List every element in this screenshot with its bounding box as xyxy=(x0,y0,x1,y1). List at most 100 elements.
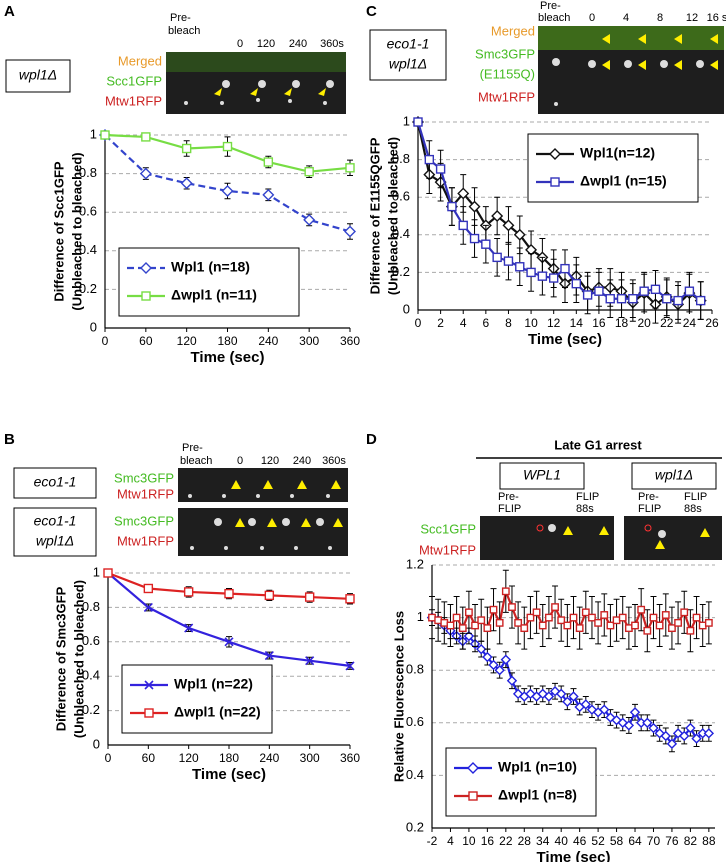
y-tick-label: 1 xyxy=(417,609,424,624)
time-label: Pre- xyxy=(170,12,191,24)
x-axis-label: Time (sec) xyxy=(537,849,611,862)
data-point xyxy=(643,626,652,635)
legend-marker xyxy=(550,177,560,187)
data-point xyxy=(143,602,153,612)
x-tick-label: 64 xyxy=(628,834,642,848)
x-tick-label: 300 xyxy=(299,334,319,348)
data-point xyxy=(685,722,696,734)
time-label: 0 xyxy=(589,12,595,24)
time-label: 360s xyxy=(322,455,346,467)
data-point xyxy=(649,613,658,622)
data-point xyxy=(668,624,676,633)
y-tick-label: 0.6 xyxy=(82,633,100,648)
time-label: 240 xyxy=(289,38,307,50)
arrows xyxy=(602,34,718,70)
panel-letter: A xyxy=(4,3,15,20)
x-tick-label: 28 xyxy=(518,834,532,848)
data-point xyxy=(575,624,584,633)
data-point xyxy=(666,738,678,750)
arrows xyxy=(214,88,326,96)
data-point xyxy=(413,117,423,127)
data-point xyxy=(458,220,468,231)
time-label: 360s xyxy=(320,38,344,50)
data-point xyxy=(695,295,706,306)
data-point xyxy=(704,618,713,627)
y-axis-label: (Unbleached to bleached) xyxy=(71,580,86,738)
data-point xyxy=(468,200,481,213)
data-point xyxy=(698,621,707,630)
y-tick-label: 0.2 xyxy=(392,264,410,279)
time-label: 120 xyxy=(257,38,275,50)
data-point xyxy=(483,624,492,633)
x-tick-label: 58 xyxy=(610,834,624,848)
data-point xyxy=(492,252,502,263)
data-point xyxy=(560,263,570,274)
x-tick-label: 10 xyxy=(462,834,476,848)
data-point xyxy=(655,621,664,630)
data-point xyxy=(642,717,653,728)
x-tick-label: 88 xyxy=(702,834,716,848)
x-tick-label: 180 xyxy=(217,334,237,348)
data-point xyxy=(580,699,591,710)
channel-label: Scc1GFP xyxy=(420,521,476,536)
legend-marker xyxy=(144,708,154,718)
data-point xyxy=(345,661,355,671)
x-tick-label: 4 xyxy=(460,316,467,330)
x-tick-label: 82 xyxy=(684,834,698,848)
channel-label: Merged xyxy=(491,23,535,38)
x-tick-label: 60 xyxy=(142,751,156,765)
condition-label: Pre- xyxy=(498,491,519,503)
x-tick-label: 12 xyxy=(547,316,561,330)
data-point xyxy=(434,616,443,625)
data-point xyxy=(476,643,487,655)
data-point xyxy=(345,594,355,604)
data-point xyxy=(183,587,194,597)
data-point xyxy=(100,130,110,140)
condition-label: Pre- xyxy=(638,491,659,503)
x-tick-label: 22 xyxy=(660,316,674,330)
y-tick-label: 1.2 xyxy=(406,556,424,571)
strain-label: eco1-1 xyxy=(34,513,77,529)
data-point xyxy=(501,587,510,596)
data-point xyxy=(304,592,315,602)
data-point xyxy=(463,630,475,642)
arrows xyxy=(563,526,710,549)
condition-label: FLIP xyxy=(684,491,707,503)
legend-marker xyxy=(144,680,154,690)
time-label: 120 xyxy=(261,455,279,467)
data-point xyxy=(446,621,455,630)
legend-marker xyxy=(549,148,561,160)
data-point xyxy=(103,568,113,578)
legend-box xyxy=(118,247,300,317)
data-point xyxy=(548,273,559,283)
channel-label: (E1155Q) xyxy=(480,66,535,81)
legend-marker xyxy=(141,291,151,301)
strain-label: eco1-1 xyxy=(34,474,77,490)
y-tick-label: 1 xyxy=(403,113,410,128)
data-point xyxy=(673,295,683,306)
y-axis-label: Difference of Scc1GFP xyxy=(51,161,66,301)
micrograph xyxy=(480,516,614,560)
x-tick-label: 2 xyxy=(437,316,444,330)
data-point xyxy=(616,294,627,304)
data-point xyxy=(506,675,518,686)
data-point xyxy=(684,286,695,296)
data-point xyxy=(264,590,275,601)
data-point xyxy=(477,616,486,625)
y-tick-label: 0.4 xyxy=(392,226,410,241)
strain-box xyxy=(499,462,585,490)
data-point xyxy=(594,618,603,627)
panel-letter: D xyxy=(366,431,377,448)
legend-label: Δwpl1 (n=22) xyxy=(174,704,261,720)
data-point xyxy=(224,588,234,599)
data-point xyxy=(221,184,234,197)
time-label: 4 xyxy=(623,12,629,24)
data-point xyxy=(563,621,572,630)
strain-label: wpl1Δ xyxy=(389,56,427,72)
data-point xyxy=(618,613,627,622)
panel-letter: B xyxy=(4,431,15,448)
x-tick-label: 60 xyxy=(139,334,153,348)
data-point xyxy=(544,613,553,622)
y-axis-label: Relative Fluorescence Loss xyxy=(391,611,406,782)
data-point xyxy=(222,141,233,152)
